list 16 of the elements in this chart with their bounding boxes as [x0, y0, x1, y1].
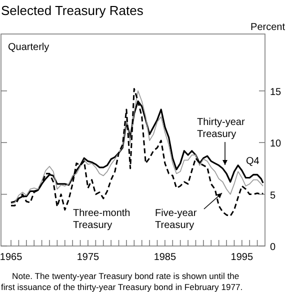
- x-tick-label: 1985: [154, 252, 176, 263]
- annotation: Q4: [246, 156, 260, 167]
- annotation: Quarterly: [8, 42, 50, 53]
- y-axis-title: Percent: [250, 22, 286, 33]
- series-label: Thirty-year Treasury: [197, 117, 246, 140]
- y-tick-label: 0: [270, 242, 276, 253]
- text: Five-year Treasury: [155, 208, 198, 231]
- x-tick-label: 1975: [76, 252, 100, 263]
- y-tick-label: 5: [270, 190, 276, 202]
- chart-title: Selected Treasury Rates: [1, 3, 144, 18]
- text: Note. The twenty-year Treasury bond rate is shown until the first issuance of the thirty-year Treasury bond in February 1977.: [1, 271, 243, 292]
- y-tick-label: 15: [270, 86, 282, 98]
- x-tick-label: 1995: [230, 252, 254, 263]
- x-tick-label: 1965: [0, 252, 23, 263]
- series-label: Three-month Treasury: [73, 208, 130, 231]
- y-tick-label: 10: [270, 138, 282, 150]
